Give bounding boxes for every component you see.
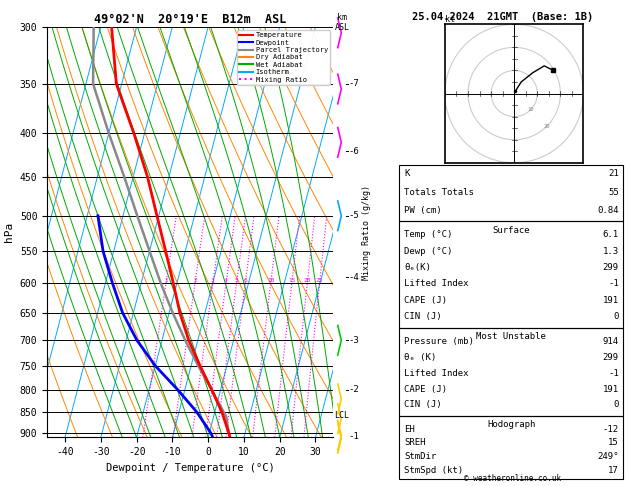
Text: 914: 914 — [603, 337, 619, 347]
Text: km
ASL: km ASL — [335, 13, 350, 32]
Text: SREH: SREH — [404, 438, 426, 448]
Text: 0: 0 — [613, 400, 619, 409]
Text: Mixing Ratio (g/kg): Mixing Ratio (g/kg) — [362, 185, 371, 279]
Text: 249°: 249° — [598, 452, 619, 461]
Text: Lifted Index: Lifted Index — [404, 279, 469, 289]
Text: 21: 21 — [608, 169, 619, 178]
Legend: Temperature, Dewpoint, Parcel Trajectory, Dry Adiabat, Wet Adiabat, Isotherm, Mi: Temperature, Dewpoint, Parcel Trajectory… — [237, 30, 330, 85]
Text: Temp (°C): Temp (°C) — [404, 230, 453, 240]
Text: 25.04.2024  21GMT  (Base: 1B): 25.04.2024 21GMT (Base: 1B) — [412, 12, 593, 22]
Text: 3: 3 — [211, 278, 214, 283]
Text: 15: 15 — [288, 278, 296, 283]
Title: 49°02'N  20°19'E  B12m  ASL: 49°02'N 20°19'E B12m ASL — [94, 13, 286, 26]
Text: Pressure (mb): Pressure (mb) — [404, 337, 474, 347]
Text: 15: 15 — [608, 438, 619, 448]
Text: -7: -7 — [349, 79, 360, 88]
Text: -1: -1 — [349, 432, 360, 441]
Text: 55: 55 — [608, 188, 619, 197]
Text: 299: 299 — [603, 353, 619, 362]
Text: θₑ (K): θₑ (K) — [404, 353, 437, 362]
Text: 1.3: 1.3 — [603, 247, 619, 256]
Text: 299: 299 — [603, 263, 619, 272]
Text: PW (cm): PW (cm) — [404, 207, 442, 215]
Text: kt: kt — [445, 15, 455, 24]
Text: -4: -4 — [349, 273, 360, 281]
Text: -5: -5 — [349, 211, 360, 220]
Text: 17: 17 — [608, 466, 619, 475]
Text: θₑ(K): θₑ(K) — [404, 263, 431, 272]
Text: -2: -2 — [349, 385, 360, 394]
Text: Dewp (°C): Dewp (°C) — [404, 247, 453, 256]
Text: 20: 20 — [304, 278, 311, 283]
Text: 0: 0 — [613, 312, 619, 321]
Text: -6: -6 — [349, 147, 360, 156]
Text: CAPE (J): CAPE (J) — [404, 296, 447, 305]
Text: 10: 10 — [527, 107, 534, 112]
Text: K: K — [404, 169, 410, 178]
Text: 6: 6 — [243, 278, 247, 283]
Text: CAPE (J): CAPE (J) — [404, 384, 447, 394]
Text: 1: 1 — [164, 278, 168, 283]
Text: LCL: LCL — [334, 411, 349, 420]
Text: -12: -12 — [603, 425, 619, 434]
Text: CIN (J): CIN (J) — [404, 312, 442, 321]
Text: 10: 10 — [267, 278, 274, 283]
Text: 6.1: 6.1 — [603, 230, 619, 240]
Text: 25: 25 — [316, 278, 323, 283]
Text: 191: 191 — [603, 296, 619, 305]
Text: CIN (J): CIN (J) — [404, 400, 442, 409]
Text: 4: 4 — [224, 278, 228, 283]
Text: Hodograph: Hodograph — [487, 420, 535, 429]
Text: -1: -1 — [608, 369, 619, 378]
Y-axis label: hPa: hPa — [4, 222, 14, 242]
Text: EH: EH — [404, 425, 415, 434]
Text: Surface: Surface — [493, 226, 530, 235]
Text: 191: 191 — [603, 384, 619, 394]
X-axis label: Dewpoint / Temperature (°C): Dewpoint / Temperature (°C) — [106, 463, 275, 473]
Text: Totals Totals: Totals Totals — [404, 188, 474, 197]
Text: Lifted Index: Lifted Index — [404, 369, 469, 378]
Text: -3: -3 — [349, 336, 360, 345]
Text: 20: 20 — [543, 124, 550, 129]
Text: StmDir: StmDir — [404, 452, 437, 461]
Text: StmSpd (kt): StmSpd (kt) — [404, 466, 464, 475]
Text: Most Unstable: Most Unstable — [476, 332, 546, 342]
Text: 5: 5 — [235, 278, 238, 283]
Text: 0.84: 0.84 — [598, 207, 619, 215]
Text: -1: -1 — [608, 279, 619, 289]
Text: © weatheronline.co.uk: © weatheronline.co.uk — [464, 473, 561, 483]
Text: 2: 2 — [193, 278, 197, 283]
